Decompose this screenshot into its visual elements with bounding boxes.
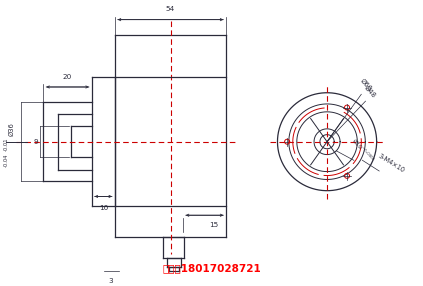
Text: -0.01: -0.01 [3,137,8,150]
Text: 20: 20 [63,74,72,80]
Text: Ø10⁻⁰⋅⁰³⁰⁸: Ø10⁻⁰⋅⁰³⁰⁸ [351,138,374,163]
Text: 9: 9 [34,139,38,145]
Text: Ø48: Ø48 [363,85,377,99]
Text: Ø36: Ø36 [9,122,15,136]
Text: 15: 15 [209,222,219,228]
Text: 10: 10 [99,205,108,211]
Text: 3: 3 [108,278,113,284]
Text: 手机：18017028721: 手机：18017028721 [162,263,261,273]
Text: 54: 54 [166,6,175,12]
Text: -0.04: -0.04 [3,154,8,167]
Text: 3-M4×10: 3-M4×10 [377,153,406,174]
Text: Ø60: Ø60 [359,78,373,92]
